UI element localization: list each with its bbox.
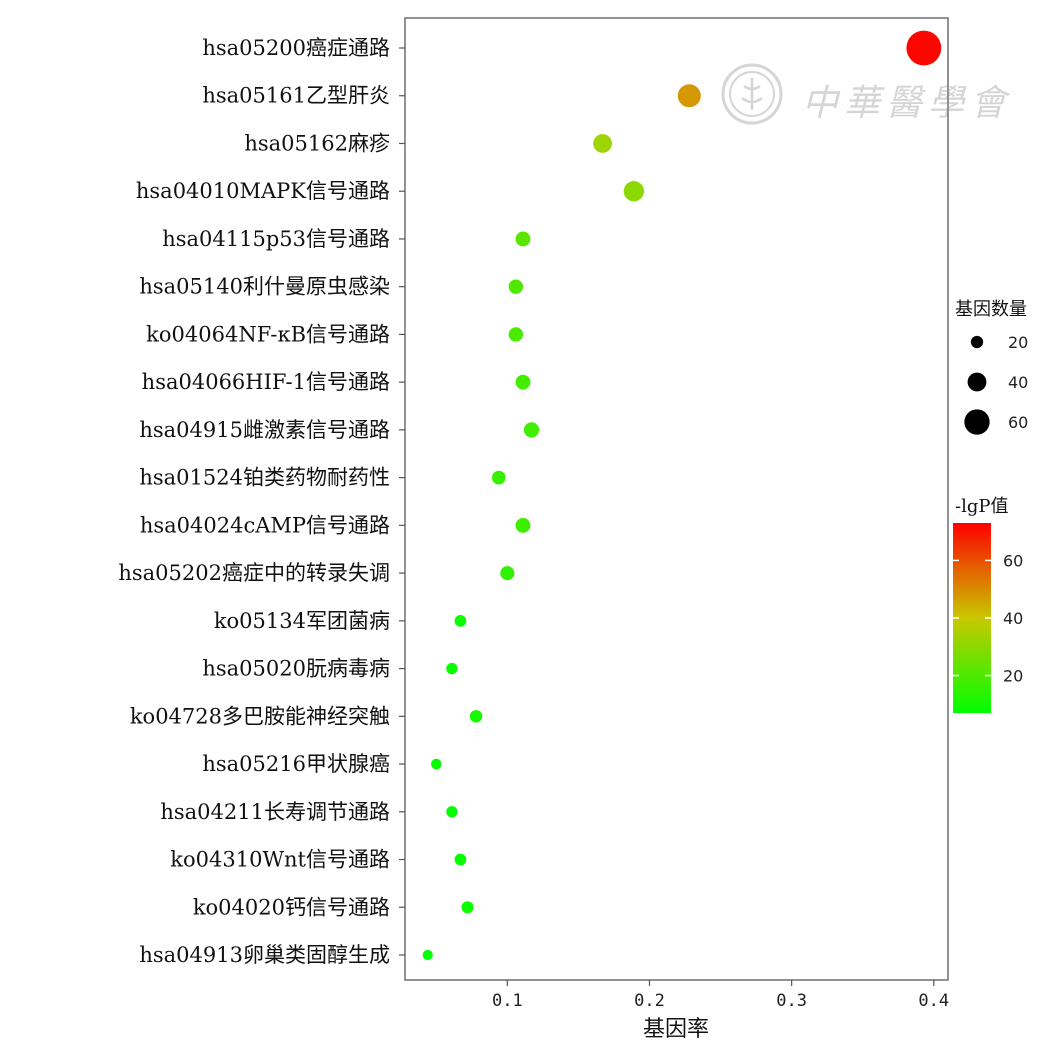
size-legend-title: 基因数量 xyxy=(955,299,1027,320)
data-point xyxy=(515,517,531,533)
x-tick-label: 0.4 xyxy=(918,991,949,1011)
size-legend-dot xyxy=(970,335,984,349)
y-tick-label: ko04020钙信号通路 xyxy=(193,895,390,919)
y-tick-label: hsa04010MAPK信号通路 xyxy=(136,179,390,203)
color-legend-label: 20 xyxy=(1003,667,1023,686)
size-legend-label: 60 xyxy=(1008,413,1028,432)
data-point xyxy=(515,231,531,247)
y-axis-labels: hsa05200癌症通路 hsa05161乙型肝炎 hsa05162麻疹 hsa040… xyxy=(118,36,405,967)
data-point xyxy=(508,327,524,342)
x-tick-label: 0.1 xyxy=(492,991,523,1011)
data-point xyxy=(454,853,467,866)
size-legend-dot xyxy=(967,372,987,392)
y-tick-label: hsa05216甲状腺癌 xyxy=(202,752,390,776)
color-legend: -lgP值 20 40 60 xyxy=(953,496,1023,713)
y-tick-label: hsa04024cAMP信号通路 xyxy=(140,513,390,537)
data-point xyxy=(523,422,540,438)
watermark-text: 中華醫學會 xyxy=(802,83,1013,124)
data-point xyxy=(515,374,531,390)
data-points xyxy=(422,30,942,961)
data-point xyxy=(454,614,467,627)
size-legend-label: 40 xyxy=(1008,373,1028,392)
data-point xyxy=(431,758,442,770)
y-tick-label: hsa04115p53信号通路 xyxy=(162,227,390,251)
data-point xyxy=(508,279,524,294)
data-point xyxy=(422,949,433,961)
data-point xyxy=(623,181,645,202)
data-point xyxy=(446,806,458,818)
y-tick-label: hsa05200癌症通路 xyxy=(202,36,390,60)
color-legend-title: -lgP值 xyxy=(955,496,1008,517)
y-tick-label: hsa05020朊病毒病 xyxy=(202,657,390,681)
y-tick-label: hsa04913卵巢类固醇生成 xyxy=(139,943,390,967)
x-tick-label: 0.3 xyxy=(776,991,807,1011)
data-point xyxy=(446,662,458,675)
x-tick-label: 0.2 xyxy=(634,991,665,1011)
data-point xyxy=(461,901,474,914)
y-tick-label: ko05134军团菌病 xyxy=(214,609,390,633)
y-tick-label: ko04728多巴胺能神经突触 xyxy=(130,704,390,728)
data-point xyxy=(906,30,942,66)
color-legend-label: 40 xyxy=(1003,609,1023,628)
size-legend-label: 20 xyxy=(1008,333,1028,352)
size-legend-dot xyxy=(964,409,990,435)
y-tick-label: hsa05162麻疹 xyxy=(244,131,390,155)
watermark: 中華醫學會 xyxy=(720,62,1020,132)
x-axis: 0.1 0.2 0.3 0.4 xyxy=(492,980,949,1011)
data-point xyxy=(677,84,701,108)
data-point xyxy=(491,470,506,485)
y-tick-label: hsa05202癌症中的转录失调 xyxy=(118,561,390,585)
y-tick-label: hsa05140利什曼原虫感染 xyxy=(139,275,390,299)
y-tick-label: hsa05161乙型肝炎 xyxy=(202,84,390,108)
y-tick-label: hsa04915雌激素信号通路 xyxy=(139,418,390,442)
y-tick-label: hsa01524铂类药物耐药性 xyxy=(139,466,390,490)
x-axis-title: 基因率 xyxy=(643,1017,709,1042)
plot-panel xyxy=(404,17,949,981)
size-legend: 基因数量 20 40 60 xyxy=(955,299,1028,435)
y-tick-label: hsa04066HIF-1信号通路 xyxy=(142,370,390,394)
y-tick-label: ko04064NF-κB信号通路 xyxy=(146,322,390,346)
y-tick-label: hsa04211长寿调节通路 xyxy=(160,800,390,824)
seal-logo-icon xyxy=(721,63,783,125)
data-point xyxy=(469,710,483,723)
data-point xyxy=(593,134,612,153)
colorbar xyxy=(953,523,991,713)
data-point xyxy=(500,566,515,581)
color-legend-label: 60 xyxy=(1003,551,1023,570)
y-tick-label: ko04310Wnt信号通路 xyxy=(170,848,390,872)
